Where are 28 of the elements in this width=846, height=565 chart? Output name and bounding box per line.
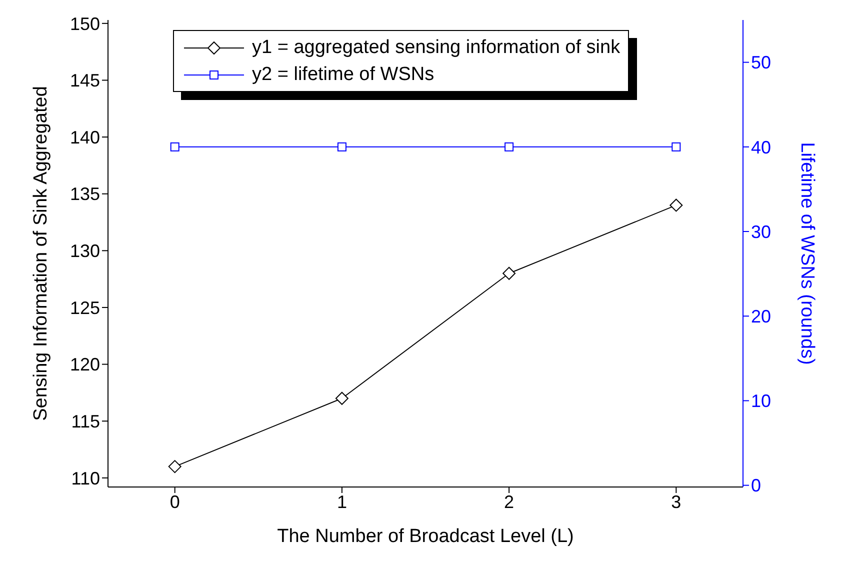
y-tick-label: 120 <box>70 354 100 375</box>
point <box>335 392 348 405</box>
y-tick-label: 115 <box>71 411 100 432</box>
legend-label: y1 = aggregated sensing information of sink <box>252 36 620 58</box>
y-tick-label: 135 <box>70 184 100 204</box>
y2-tick-label: 0 <box>751 476 762 496</box>
x-tick-label: 1 <box>336 492 347 512</box>
y-tick-label: 125 <box>70 298 100 318</box>
y2-tick-label: 40 <box>751 137 772 158</box>
y-tick-label: 110 <box>71 468 100 488</box>
y-tick-label: 150 <box>70 14 100 34</box>
x-tick-label: 0 <box>170 492 180 512</box>
x-axis-title: The Number of Broadcast Level (L) <box>277 526 574 547</box>
y2-axis-title: Lifetime of WSNs (rounds) <box>796 142 818 365</box>
y-tick-label: 140 <box>70 127 100 148</box>
y2-tick-label: 20 <box>751 306 772 326</box>
x-tick-label: 3 <box>671 492 682 512</box>
y2-tick-label: 10 <box>751 391 772 412</box>
y2-tick-label: 50 <box>751 52 772 73</box>
point <box>670 198 683 212</box>
x-tick-label: 2 <box>504 492 514 512</box>
point <box>168 460 182 474</box>
y2-tick-label: 30 <box>751 222 772 242</box>
y-axis-title: Sensing Information of Sink Aggregated <box>30 86 52 421</box>
legend-label: y2 = lifetime of WSNs <box>252 64 434 86</box>
y-tick-label: 130 <box>70 241 100 262</box>
point <box>502 266 516 280</box>
y-tick-label: 145 <box>70 70 100 91</box>
